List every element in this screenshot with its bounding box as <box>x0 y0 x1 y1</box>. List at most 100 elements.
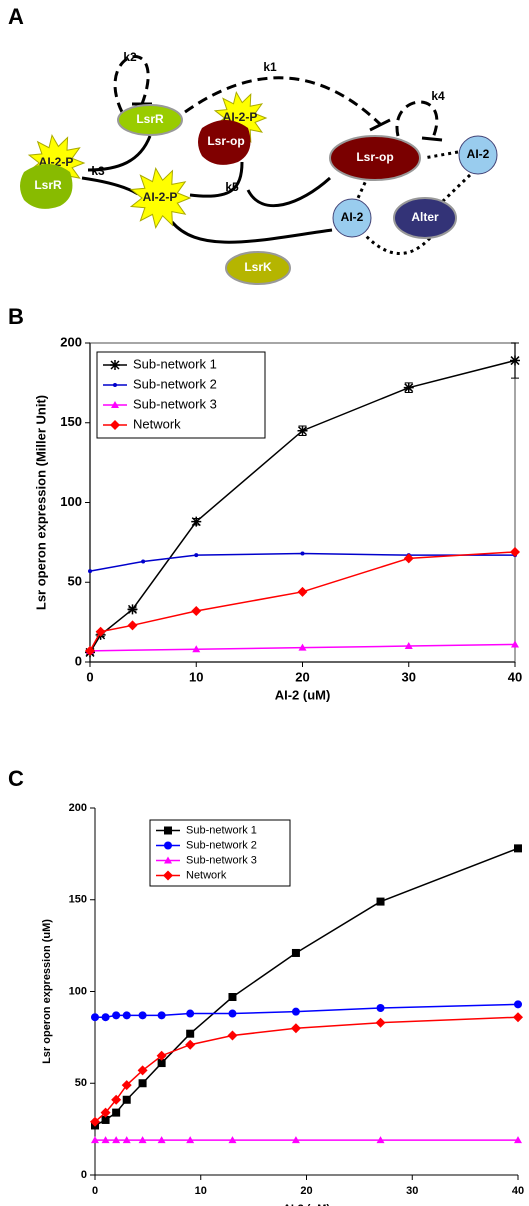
x-tick-label: 30 <box>406 1185 418 1197</box>
marker <box>185 1039 196 1050</box>
rate-label: k3 <box>91 164 105 178</box>
node-shape <box>129 166 192 230</box>
series-line <box>89 552 515 572</box>
marker <box>291 948 300 957</box>
marker <box>164 841 172 850</box>
marker <box>91 1136 99 1144</box>
x-tick-label: 0 <box>86 669 93 684</box>
node-shape <box>20 164 73 209</box>
marker <box>111 401 119 408</box>
node-label: AI-2 <box>467 147 490 161</box>
marker <box>514 1000 522 1009</box>
node-shape <box>393 197 457 239</box>
y-tick-label: 100 <box>60 494 82 509</box>
marker <box>122 1095 131 1104</box>
panel-label: B <box>8 304 24 329</box>
marker <box>191 516 202 527</box>
marker <box>88 569 92 574</box>
marker <box>186 1136 195 1144</box>
node-label: AI-2 <box>341 210 364 224</box>
marker <box>228 1009 237 1018</box>
node-label: Lsr-op <box>356 150 393 164</box>
marker <box>297 586 308 597</box>
node-label: LsrK <box>244 260 272 274</box>
node-label: Lsr-op <box>207 134 244 148</box>
y-axis-title: Lsr operon expression (Miller Unit) <box>33 395 48 610</box>
marker <box>376 1136 385 1144</box>
x-tick-label: 10 <box>195 1185 207 1197</box>
y-tick-label: 150 <box>69 894 87 906</box>
x-tick-label: 30 <box>402 669 416 684</box>
node-label: LsrR <box>34 178 62 192</box>
x-tick-label: 20 <box>295 669 309 684</box>
marker <box>110 420 120 430</box>
marker <box>112 1011 121 1020</box>
x-axis-title: AI-2 (uM) <box>283 1203 330 1206</box>
marker <box>513 1012 523 1023</box>
marker <box>138 1079 147 1088</box>
edge <box>364 234 432 255</box>
marker <box>298 643 307 651</box>
marker <box>110 360 120 370</box>
edge <box>423 150 459 160</box>
marker <box>101 1115 110 1124</box>
marker <box>403 382 414 393</box>
marker <box>186 1029 195 1038</box>
marker <box>194 553 199 558</box>
y-axis-title: Lsr operon expression (uM) <box>41 919 53 1064</box>
marker <box>156 1050 167 1061</box>
edge <box>189 161 244 198</box>
marker <box>111 1094 122 1105</box>
marker <box>122 1136 131 1144</box>
y-tick-label: 200 <box>60 334 82 349</box>
marker <box>510 546 520 557</box>
edge <box>246 176 332 208</box>
panel-label: C <box>8 766 24 791</box>
marker <box>113 383 117 387</box>
marker <box>511 640 519 648</box>
marker <box>163 870 173 881</box>
edge <box>170 221 333 244</box>
x-axis-title: AI-2 (uM) <box>275 687 331 702</box>
node-label: Alter <box>411 210 439 224</box>
marker <box>192 645 201 653</box>
x-tick-label: 40 <box>512 1185 524 1197</box>
marker <box>290 1023 301 1034</box>
marker <box>228 993 237 1002</box>
marker <box>100 1107 111 1118</box>
series-line <box>94 847 519 1127</box>
panel-label: A <box>8 4 24 29</box>
node-shape <box>198 120 251 165</box>
node-shape <box>458 135 498 175</box>
marker <box>141 559 146 564</box>
marker <box>164 856 172 864</box>
marker <box>157 1011 166 1020</box>
x-tick-label: 20 <box>300 1185 312 1197</box>
marker <box>227 1030 238 1041</box>
edge <box>113 55 150 113</box>
marker <box>85 645 95 656</box>
node-shape <box>329 135 421 181</box>
marker <box>164 826 172 835</box>
x-tick-label: 10 <box>189 669 203 684</box>
marker <box>121 1080 132 1091</box>
marker <box>514 844 522 853</box>
rate-label: k2 <box>123 50 137 64</box>
legend-label: Sub-network 3 <box>186 854 257 866</box>
marker <box>300 551 305 556</box>
marker <box>157 1136 166 1144</box>
marker <box>404 642 413 650</box>
marker <box>510 355 520 366</box>
edge <box>81 176 139 196</box>
marker <box>90 1116 100 1127</box>
marker <box>297 425 308 436</box>
marker <box>228 1136 237 1144</box>
legend-label: Sub-network 1 <box>186 824 257 836</box>
x-tick-label: 0 <box>92 1185 98 1197</box>
y-tick-label: 150 <box>60 414 82 429</box>
y-tick-label: 50 <box>68 574 82 589</box>
edge-bar <box>369 118 391 132</box>
edge <box>395 100 439 141</box>
y-tick-label: 100 <box>69 985 87 997</box>
